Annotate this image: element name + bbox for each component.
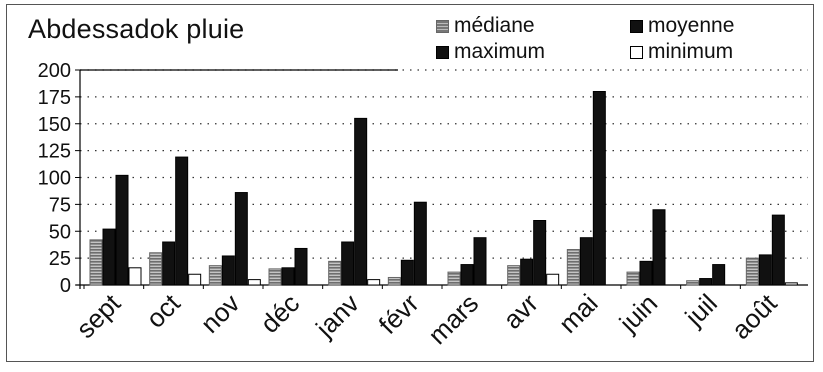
x-tick-label: févr: [373, 288, 425, 340]
bar-moyenne: [341, 241, 355, 286]
bar-minimum: [247, 279, 261, 286]
bar-maximum: [354, 117, 368, 286]
x-tick-label: juin: [613, 288, 664, 339]
x-tick-label: sept: [70, 287, 127, 344]
x-tick-label: juil: [679, 288, 723, 332]
bar-moyenne: [639, 260, 653, 286]
bar-moyenne: [281, 267, 295, 286]
bar-mediane: [268, 268, 282, 286]
legend-item-minimum: minimum: [630, 40, 733, 64]
bar-minimum: [784, 282, 798, 286]
bar-moyenne: [579, 237, 593, 286]
bar-moyenne: [162, 241, 176, 286]
bar-mediane: [149, 252, 163, 286]
bar-mediane: [208, 265, 222, 286]
bar-mediane: [686, 280, 700, 286]
bar-mediane: [89, 239, 103, 286]
y-tick-label: 150: [38, 114, 71, 136]
bar-mediane: [626, 271, 640, 286]
bar-mediane: [745, 257, 759, 286]
bar-minimum: [128, 267, 142, 286]
legend-swatch-minimum: [630, 45, 643, 59]
y-tick-label: 0: [60, 275, 71, 297]
bar-mediane: [447, 271, 461, 286]
x-tick-label: mars: [422, 288, 484, 350]
bar-maximum: [294, 247, 308, 286]
legend-swatch-moyenne: [630, 19, 643, 33]
x-tick-label: mai: [553, 288, 604, 339]
y-tick-label: 50: [49, 221, 71, 243]
bar-mediane: [507, 265, 521, 286]
bar-mediane: [566, 249, 580, 286]
legend-item-moyenne: moyenne: [630, 14, 734, 38]
chart-legend: médiane moyenne maximum minimum: [436, 14, 796, 66]
legend-item-maximum: maximum: [436, 40, 545, 64]
legend-label-mediane: médiane: [454, 14, 535, 37]
x-tick-label: janv: [309, 288, 365, 344]
legend-label-maximum: maximum: [454, 40, 546, 63]
bar-moyenne: [221, 255, 235, 286]
legend-item-mediane: médiane: [436, 14, 535, 38]
bar-maximum: [712, 264, 726, 286]
bar-minimum: [546, 273, 560, 286]
y-tick-label: 100: [38, 168, 71, 190]
bar-minimum: [367, 279, 381, 286]
y-tick-label: 75: [49, 194, 71, 216]
x-tick-label: août: [726, 287, 784, 345]
bar-maximum: [234, 192, 248, 286]
bar-maximum: [592, 91, 606, 286]
bar-maximum: [473, 237, 487, 286]
bar-mediane: [387, 276, 401, 286]
bar-moyenne: [699, 278, 713, 286]
bar-mediane: [328, 260, 342, 286]
legend-label-minimum: minimum: [648, 40, 734, 63]
bar-moyenne: [758, 254, 772, 286]
bar-moyenne: [460, 264, 474, 286]
bar-moyenne: [520, 258, 534, 286]
chart-title: Abdessadok pluie: [28, 14, 245, 44]
bar-maximum: [175, 156, 189, 286]
bar-minimum: [188, 273, 202, 286]
x-tick-label: avr: [497, 288, 544, 335]
bar-moyenne: [400, 259, 414, 286]
y-tick-label: 175: [38, 87, 71, 109]
bar-maximum: [652, 209, 666, 286]
bar-maximum: [771, 214, 785, 286]
bar-maximum: [533, 220, 547, 286]
bar-moyenne: [102, 228, 116, 286]
legend-swatch-mediane: [436, 19, 449, 33]
legend-label-moyenne: moyenne: [648, 14, 735, 37]
legend-swatch-maximum: [436, 45, 449, 59]
x-tick-label: nov: [195, 288, 246, 339]
x-tick-label: oct: [140, 287, 186, 333]
y-tick-label: 25: [49, 248, 71, 270]
y-tick-label: 125: [38, 141, 71, 163]
x-tick-label: déc: [254, 288, 305, 339]
bar-maximum: [115, 174, 129, 286]
y-tick-label: 200: [38, 60, 71, 82]
chart-frame: [6, 4, 814, 362]
bar-maximum: [413, 201, 427, 286]
